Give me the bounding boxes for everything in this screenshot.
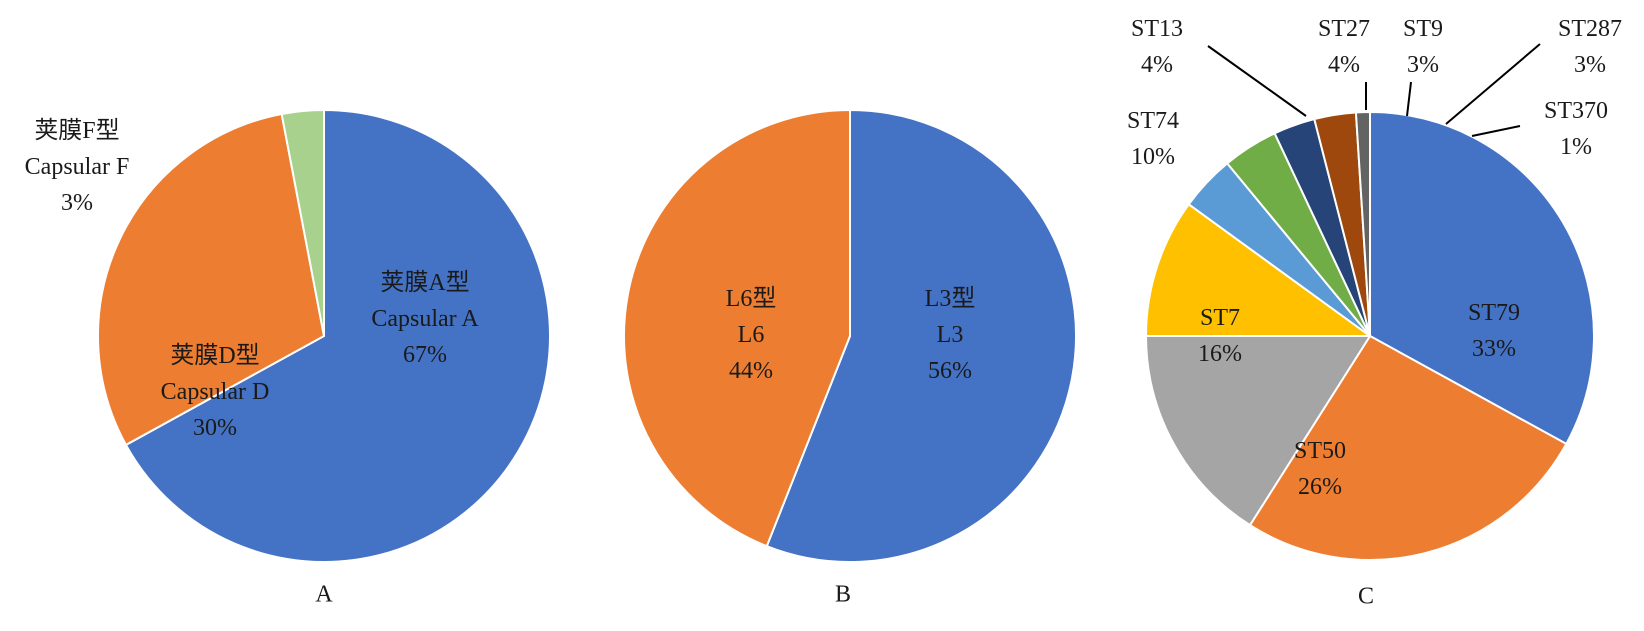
slice-data-label: ST287 3%	[1558, 16, 1622, 78]
slice-label-line: 10%	[1131, 144, 1175, 170]
slice-data-label: L6型 L6 44%	[726, 285, 777, 384]
slice-label-line: Capsular D	[161, 379, 270, 405]
slice-data-label: ST74 10%	[1127, 108, 1179, 170]
slice-label-line: 荚膜D型	[170, 342, 259, 369]
slice-label-line: ST287	[1558, 16, 1622, 42]
slice-label-line: L3	[937, 322, 964, 348]
slice-label-line: 3%	[1407, 52, 1439, 78]
pie-slice	[1145, 203, 1371, 337]
slice-data-label: 荚膜A型 Capsular A 67%	[371, 269, 479, 368]
panel-label: A	[315, 582, 333, 608]
slice-data-label: ST27 4%	[1318, 16, 1370, 78]
slice-data-label: 荚膜F型 Capsular F 3%	[25, 117, 130, 216]
panel-label: B	[835, 582, 851, 608]
slice-label-line: ST7	[1200, 305, 1240, 331]
slice-label-line: 1%	[1560, 134, 1592, 160]
slice-label-line: L6型	[726, 285, 777, 312]
slice-label-line: 56%	[928, 358, 972, 384]
slice-label-line: ST9	[1403, 16, 1443, 42]
pie-slice	[1248, 335, 1568, 561]
slice-data-label: ST13 4%	[1131, 16, 1183, 78]
slice-label-line: ST79	[1468, 300, 1520, 326]
pie-slice	[280, 109, 325, 337]
slice-label-line: ST370	[1544, 98, 1608, 124]
slice-label-line: 4%	[1328, 52, 1360, 78]
pie-slice	[97, 113, 325, 446]
slice-label-line: 44%	[729, 358, 773, 384]
slice-label-line: 3%	[1574, 52, 1606, 78]
slice-label-line: 30%	[193, 415, 237, 441]
slice-data-label: L3型 L3 56%	[925, 285, 976, 384]
pie-slice	[1145, 335, 1371, 527]
leader-line	[1406, 81, 1412, 117]
slice-label-line: Capsular A	[371, 306, 479, 332]
slice-label-line: ST27	[1318, 16, 1370, 42]
slice-data-label: ST9 3%	[1403, 16, 1443, 78]
slice-label-line: Capsular F	[25, 154, 130, 180]
pie-chart-b: L3型 L3 56% L6型 L6 44% B	[623, 109, 1077, 608]
slice-label-line: 4%	[1141, 52, 1173, 78]
leader-line	[1445, 43, 1541, 125]
slice-data-label: ST370 1%	[1544, 98, 1608, 160]
slice-label-line: 67%	[403, 342, 447, 368]
slice-label-line: ST13	[1131, 16, 1183, 42]
slice-label-line: 26%	[1298, 474, 1342, 500]
panel-label: C	[1358, 584, 1374, 610]
slice-data-label: 荚膜D型 Capsular D 30%	[161, 342, 270, 441]
pie-chart-c: ST79 33%ST50 26%ST7 16%ST74 10%ST13 4%ST27 4%S…	[1127, 16, 1622, 610]
slice-label-line: 荚膜F型	[34, 117, 119, 144]
slice-label-line: ST74	[1127, 108, 1179, 134]
leader-line	[1207, 45, 1307, 117]
slice-data-label: ST7 16%	[1198, 305, 1242, 367]
slice-label-line: 33%	[1472, 336, 1516, 362]
slice-label-line: ST50	[1294, 438, 1346, 464]
pie-slice	[623, 109, 851, 548]
pie-slice	[1369, 111, 1595, 445]
pie-chart-a: 荚膜A型 Capsular A 67% 荚膜D型 Capsular D 30% 荚膜F型 Ca…	[25, 109, 551, 608]
pie-slice	[765, 109, 1077, 563]
slice-label-line: L3型	[925, 285, 976, 312]
slice-label-line: 荚膜A型	[380, 269, 469, 296]
leader-line	[1471, 125, 1521, 137]
slice-label-line: 3%	[61, 190, 93, 216]
slice-data-label: ST79 33%	[1468, 300, 1520, 362]
pie-slice	[124, 109, 551, 563]
slice-label-line: 16%	[1198, 341, 1242, 367]
slice-data-label: ST50 26%	[1294, 438, 1346, 500]
slice-label-line: L6	[738, 322, 765, 348]
pie-slice	[1354, 110, 1371, 337]
